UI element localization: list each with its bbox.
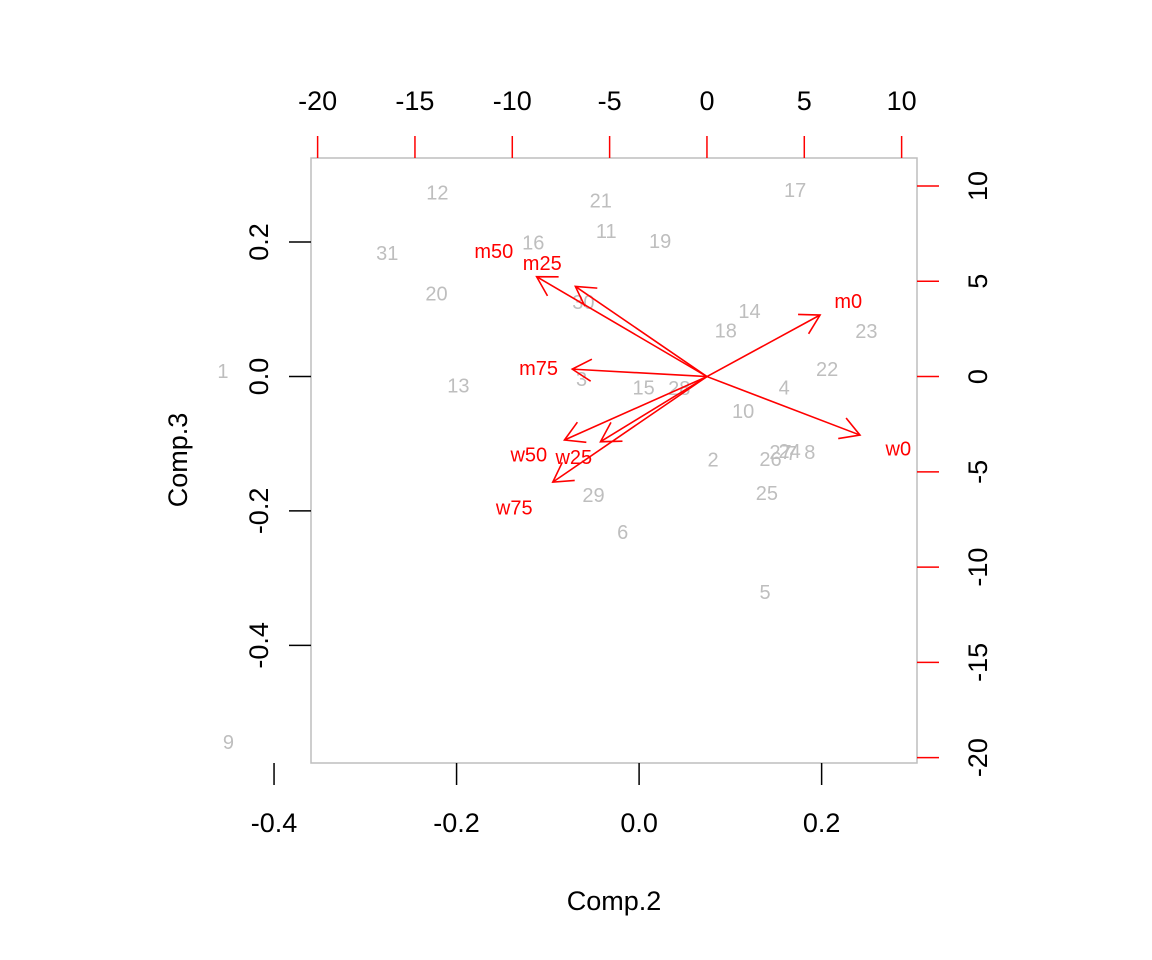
point-label: 10 — [732, 401, 754, 423]
loading-label: m0 — [834, 291, 862, 313]
point-label: 11 — [596, 221, 617, 243]
x-tick-label: 0.0 — [620, 808, 658, 838]
x-tick-label: 0.2 — [803, 808, 841, 838]
loading-label: w50 — [509, 445, 547, 467]
point-label: 8 — [804, 442, 815, 464]
right-tick-label: 10 — [963, 171, 993, 201]
point-label: 20 — [425, 283, 447, 305]
loading-arrow-shaft — [706, 314, 821, 378]
top-tick-label: 5 — [797, 86, 812, 116]
loading-arrow-shaft — [600, 375, 708, 443]
loading-arrow-head — [599, 422, 623, 443]
point-label: 31 — [376, 243, 398, 265]
loading-label: w0 — [885, 439, 912, 461]
point-label: 12 — [426, 183, 448, 205]
top-tick-label: -10 — [493, 86, 532, 116]
plot-box — [310, 157, 918, 764]
y-axis-label: Comp.3 — [163, 413, 193, 508]
bottom-axis: -0.4 -0.2 0.0 0.2 — [251, 763, 841, 838]
point-label: 2 — [707, 450, 718, 472]
point-label: 1 — [217, 361, 228, 383]
y-tick-label: -0.4 — [244, 622, 274, 669]
loading-arrows: w0 m0 m25 m50 m75 w25 w50 w75 — [474, 241, 911, 520]
loading-arrow-shaft — [706, 375, 861, 436]
loading-arrow-shaft — [552, 375, 708, 483]
loading-arrow-shaft — [572, 368, 707, 378]
point-label: 4 — [779, 378, 790, 400]
right-axis: -20 -15 -10 -5 0 5 10 — [917, 171, 993, 777]
top-tick-label: -20 — [298, 86, 337, 116]
point-label: 29 — [582, 485, 604, 507]
loading-arrow-head — [574, 285, 598, 307]
loading-arrow-shaft — [536, 276, 708, 378]
loading-label: w75 — [495, 498, 533, 520]
point-label: 17 — [784, 180, 806, 202]
point-label: 15 — [633, 378, 655, 400]
y-tick-label: -0.2 — [244, 488, 274, 535]
right-tick-label: -15 — [963, 643, 993, 682]
point-label: 22 — [816, 359, 838, 381]
loading-arrow-head — [570, 358, 593, 382]
point-label: 13 — [447, 376, 469, 398]
x-tick-label: -0.4 — [251, 808, 298, 838]
point-label: 21 — [590, 191, 612, 213]
loading-arrow-head — [838, 417, 862, 440]
right-tick-label: 0 — [963, 369, 993, 384]
right-tick-label: -10 — [963, 548, 993, 587]
loading-arrow-head — [798, 313, 822, 335]
x-axis-label: Comp.2 — [567, 886, 662, 916]
x-tick-label: -0.2 — [433, 808, 480, 838]
top-tick-label: 10 — [887, 86, 917, 116]
y-tick-label: 0.0 — [244, 358, 274, 396]
y-tick-label: 0.2 — [244, 223, 274, 261]
point-label: 6 — [617, 522, 628, 544]
top-tick-label: -15 — [395, 86, 434, 116]
point-label: 27 — [769, 442, 791, 464]
loading-arrow-shaft — [564, 375, 708, 441]
point-label: 23 — [855, 321, 877, 343]
loading-arrow-head — [551, 461, 575, 484]
point-label: 19 — [649, 231, 671, 253]
point-label: 14 — [738, 301, 760, 323]
right-tick-label: 5 — [963, 274, 993, 289]
point-label: 16 — [522, 232, 544, 254]
right-tick-label: -5 — [963, 460, 993, 484]
loading-arrow-head — [562, 421, 587, 444]
left-axis: -0.4 -0.2 0.0 0.2 — [244, 223, 311, 669]
loading-label: m25 — [523, 253, 562, 275]
loading-label: w25 — [554, 447, 592, 469]
loading-arrow-head — [535, 275, 559, 297]
loading-label: m75 — [519, 358, 558, 380]
point-label: 3 — [576, 369, 587, 391]
point-label: 25 — [756, 483, 778, 505]
top-tick-label: -5 — [598, 86, 622, 116]
point-label: 9 — [223, 732, 234, 754]
loading-arrow-shaft — [574, 285, 708, 378]
right-tick-label: -20 — [963, 738, 993, 777]
point-label: 24 — [779, 441, 801, 463]
top-tick-label: 0 — [699, 86, 714, 116]
loading-label: m50 — [474, 241, 513, 263]
point-label: 18 — [715, 320, 737, 342]
top-axis: -20 -15 -10 -5 0 5 10 — [298, 86, 917, 158]
point-label: 26 — [759, 449, 781, 471]
point-label: 7 — [786, 443, 797, 465]
point-label: 5 — [759, 582, 770, 604]
